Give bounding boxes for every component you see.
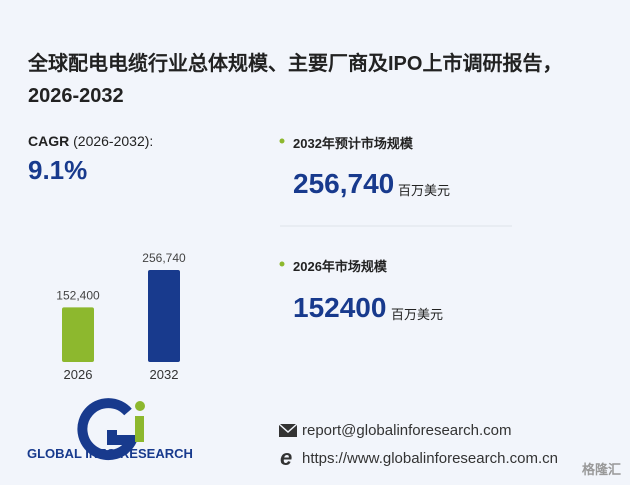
- web-icon: e: [280, 445, 292, 470]
- bar: [148, 270, 180, 362]
- category-label: 2026: [64, 367, 93, 382]
- stat-value: 152400: [293, 292, 387, 323]
- email: report@globalinforesearch.com: [302, 422, 512, 439]
- stat-value: 256,740: [293, 168, 395, 199]
- title: 全球配电电缆行业总体规模、主要厂商及IPO上市调研报告，2026-2032: [28, 53, 563, 107]
- email-icon: [278, 423, 298, 437]
- value-label: 256,740: [142, 251, 186, 265]
- bullet: [279, 138, 285, 144]
- cagr-value: 9.1%: [28, 155, 88, 185]
- badge: 格隆汇: [582, 462, 622, 477]
- bullet: [279, 261, 285, 267]
- cagr-period: (2026-2032):: [73, 133, 154, 149]
- stat-label: 2026年市场规模: [293, 259, 387, 274]
- cagr-name: CAGR: [28, 133, 70, 149]
- bar: [62, 307, 94, 362]
- website: https://www.globalinforesearch.com.cn: [302, 450, 558, 467]
- stat-label: 2032年预计市场规模: [293, 136, 413, 151]
- stat-unit: 百万美元: [391, 307, 444, 322]
- logo-mark: [77, 398, 145, 461]
- logo-text: GLOBAL INFO RESEARCH: [27, 446, 193, 461]
- value-label: 152,400: [56, 288, 100, 302]
- cagr-label: CAGR (2026-2032):: [28, 133, 153, 149]
- stat-unit: 百万美元: [398, 183, 451, 198]
- category-label: 2032: [150, 367, 179, 382]
